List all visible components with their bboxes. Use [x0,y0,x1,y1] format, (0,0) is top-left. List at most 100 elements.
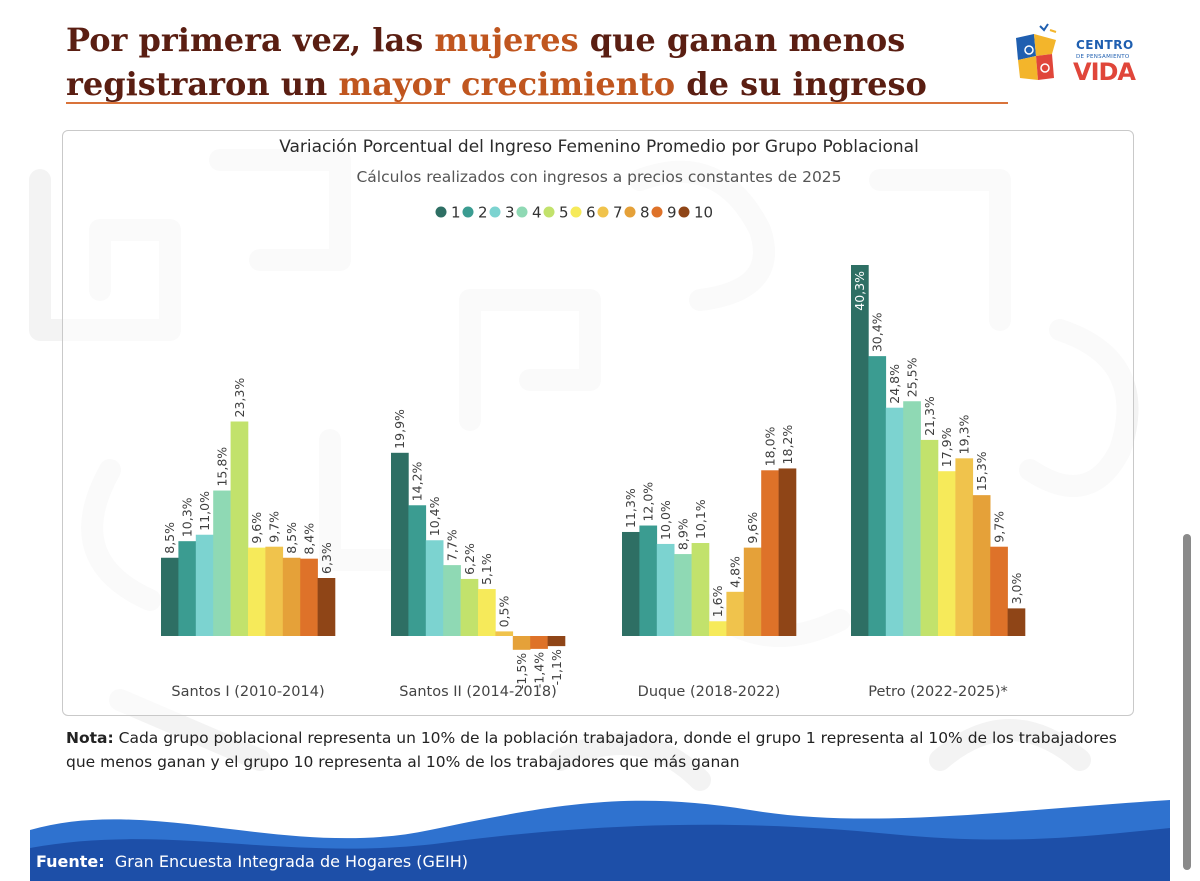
bar-santos-i-2010-2014-g5 [230,421,249,636]
bar-duque-2018-2022-g8 [743,547,762,636]
logo-text-pensamiento: DE PENSAMIENTO [1076,54,1130,60]
title-part-3: que ganan menos registraron un [66,21,906,103]
legend-marker-5 [543,206,555,218]
legend-label-9: 9 [667,204,677,222]
data-label-petro-2022-2025-g9: 9,7% [991,511,1006,543]
data-label-duque-2018-2022-g8: 9,6% [745,512,760,544]
note-label: Nota: [66,729,114,747]
legend-label-5: 5 [559,204,569,222]
footer-wave-banner [30,800,1170,881]
title-highlight-crecimiento: mayor crecimiento [338,65,676,103]
data-label-santos-i-2010-2014-g10: 6,3% [319,542,334,574]
footer-text: Gran Encuesta Integrada de Hogares (GEIH… [114,852,469,871]
title-highlight-mujeres: mujeres [434,21,579,59]
bar-duque-2018-2022-g1 [622,531,640,636]
data-label-petro-2022-2025-g3: 24,8% [887,364,902,404]
data-label-petro-2022-2025-g5: 21,3% [922,396,937,436]
bar-petro-2022-2025-g1 [851,265,869,636]
data-label-santos-i-2010-2014-g6: 9,6% [249,512,264,544]
bar-duque-2018-2022-g10 [778,468,797,636]
data-label-petro-2022-2025-g10: 3,0% [1009,573,1024,605]
data-label-santos-ii-2014-2018-g4: 7,7% [444,529,459,561]
bar-petro-2022-2025-g5 [920,439,939,636]
data-label-santos-i-2010-2014-g1: 8,5% [162,522,177,554]
data-label-duque-2018-2022-g5: 10,1% [693,499,708,539]
bar-petro-2022-2025-g10 [1007,608,1026,636]
title-underline [66,102,1008,104]
chart-plot-area: 8,5%10,3% 11,0%15,8%23,3%9,6% 9,7% 8,5% 8,4%… [161,265,1026,700]
footer-source: Fuente: Gran Encuesta Integrada de Hogar… [36,852,468,871]
data-label-santos-ii-2014-2018-g3: 10,4% [427,496,442,536]
bar-santos-ii-2014-2018-g9 [530,636,548,649]
page-title: Por primera vez, las mujeres que ganan m… [66,18,1006,106]
bar-duque-2018-2022-g6 [709,621,727,636]
legend-marker-10 [678,206,690,218]
bar-petro-2022-2025-g9 [990,546,1008,636]
legend-marker-1 [435,206,447,218]
data-label-santos-i-2010-2014-g9: 8,4% [301,523,316,555]
chart-frame: Variación Porcentual del Ingreso Femenin… [62,130,1134,716]
bar-duque-2018-2022-g7 [726,591,745,636]
legend-marker-2 [462,206,474,218]
bar-santos-ii-2014-2018-g1 [391,452,409,636]
data-label-duque-2018-2022-g4: 8,9% [675,518,690,550]
bar-duque-2018-2022-g3 [656,543,675,636]
data-label-santos-i-2010-2014-g7: 9,7% [267,511,282,543]
data-label-santos-ii-2014-2018-g2: 14,2% [410,461,425,501]
bar-santos-i-2010-2014-g6 [248,547,266,636]
category-label-santos-ii-2014-2018: Santos II (2014-2018) [399,684,557,700]
bar-petro-2022-2025-g2 [868,356,887,636]
bar-santos-ii-2014-2018-g4 [443,565,461,636]
scrollbar-thumb[interactable] [1183,534,1191,870]
legend-label-1: 1 [451,204,461,222]
legend-label-3: 3 [505,204,515,222]
chart-subtitle: Cálculos realizados con ingresos a preci… [356,168,841,186]
data-label-duque-2018-2022-g7: 4,8% [728,556,743,588]
bar-petro-2022-2025-g4 [903,401,921,636]
bar-petro-2022-2025-g8 [972,495,991,636]
bar-santos-i-2010-2014-g1 [161,557,179,636]
data-label-santos-ii-2014-2018-g8: -1,5% [514,653,529,689]
title-part-5: de su ingreso [675,65,927,103]
bar-santos-ii-2014-2018-g6 [478,589,496,636]
data-label-santos-ii-2014-2018-g5: 6,2% [462,543,477,575]
bar-santos-ii-2014-2018-g3 [425,540,444,636]
data-label-duque-2018-2022-g6: 1,6% [710,585,725,617]
chart-title: Variación Porcentual del Ingreso Femenin… [279,137,919,157]
bar-santos-ii-2014-2018-g5 [460,578,479,636]
legend-label-7: 7 [613,204,623,222]
note-text: Cada grupo poblacional representa un 10%… [66,729,1117,771]
bar-santos-i-2010-2014-g8 [282,557,301,636]
data-label-santos-i-2010-2014-g5: 23,3% [232,378,247,418]
bar-santos-ii-2014-2018-g10 [547,636,566,647]
bar-santos-ii-2014-2018-g2 [408,505,427,636]
bar-petro-2022-2025-g6 [938,471,956,636]
bar-duque-2018-2022-g9 [761,470,779,636]
data-label-duque-2018-2022-g3: 10,0% [658,500,673,540]
bar-duque-2018-2022-g5 [691,543,710,636]
legend-label-2: 2 [478,204,488,222]
legend-label-6: 6 [586,204,596,222]
data-label-santos-i-2010-2014-g8: 8,5% [284,522,299,554]
bar-santos-i-2010-2014-g10 [317,578,336,636]
data-label-duque-2018-2022-g2: 12,0% [641,482,656,522]
logo-text-vida: VIDA [1073,58,1136,86]
legend-marker-8 [624,206,636,218]
logo-text-centro: CENTRO [1076,38,1134,52]
bar-santos-i-2010-2014-g9 [300,558,318,636]
legend-marker-9 [651,206,663,218]
title-part-1: Por primera vez, las [66,21,435,59]
data-label-petro-2022-2025-g7: 19,3% [957,414,972,454]
legend-label-10: 10 [694,204,713,222]
data-label-petro-2022-2025-g1: 40,3% [852,271,867,311]
legend-label-4: 4 [532,204,542,222]
data-label-duque-2018-2022-g9: 18,0% [762,426,777,466]
bar-santos-i-2010-2014-g4 [213,490,231,636]
data-label-santos-i-2010-2014-g4: 15,8% [214,447,229,487]
category-label-santos-i-2010-2014: Santos I (2010-2014) [171,684,324,700]
legend-marker-6 [570,206,582,218]
data-label-santos-ii-2014-2018-g1: 19,9% [392,409,407,449]
bar-santos-i-2010-2014-g2 [178,541,197,636]
data-label-petro-2022-2025-g6: 17,9% [939,427,954,467]
footer-label: Fuente: [36,852,105,871]
